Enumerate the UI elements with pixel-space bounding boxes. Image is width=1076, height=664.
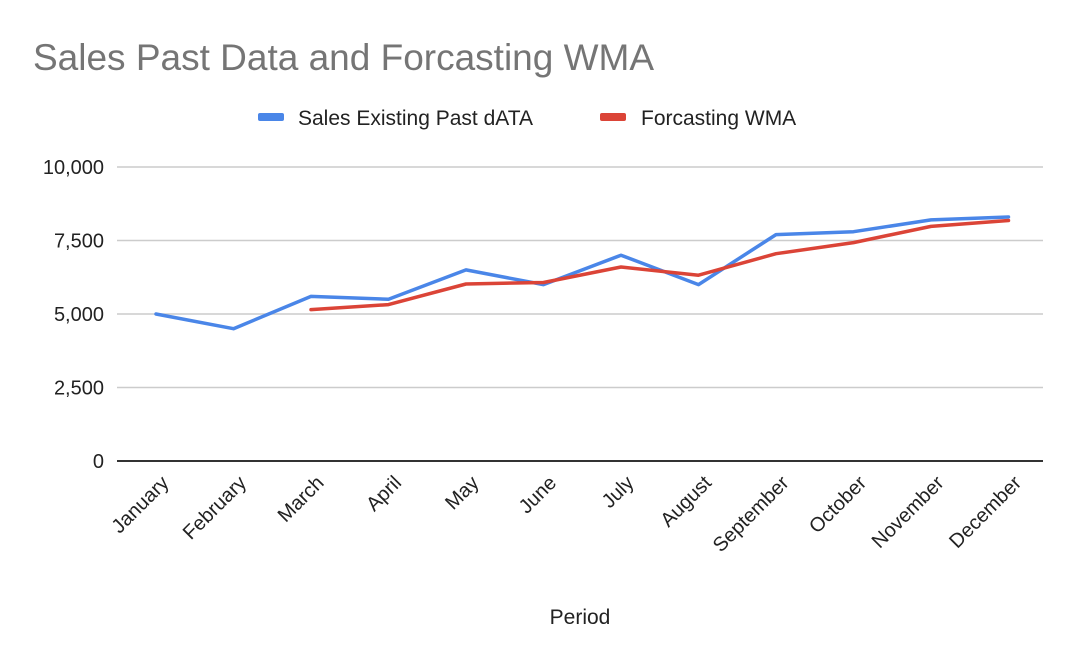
series-lines [154, 215, 1011, 331]
y-tick-label: 0 [93, 451, 104, 473]
legend-label-sales: Sales Existing Past dATA [298, 107, 533, 130]
legend-swatch-sales [258, 113, 284, 121]
y-axis-ticks: 0 2,500 5,000 7,500 10,000 [43, 157, 104, 473]
y-tick-label: 10,000 [43, 157, 104, 179]
x-tick-label: October [805, 472, 871, 538]
x-tick-label: February [179, 472, 251, 544]
series-line-forecast [309, 218, 1011, 312]
legend: Sales Existing Past dATA Forcasting WMA [258, 107, 796, 130]
chart-title: Sales Past Data and Forcasting WMA [33, 37, 654, 78]
x-tick-label: January [108, 472, 174, 538]
x-tick-label: June [515, 472, 561, 518]
x-tick-label: September [709, 472, 794, 557]
x-tick-label: May [441, 472, 483, 514]
x-tick-label: March [274, 472, 329, 527]
legend-label-forecast: Forcasting WMA [641, 107, 796, 130]
x-tick-label: April [362, 472, 406, 516]
x-tick-label: November [868, 472, 949, 553]
x-tick-label: July [598, 472, 639, 513]
y-tick-label: 2,500 [54, 378, 104, 400]
y-tick-label: 7,500 [54, 231, 104, 253]
x-tick-label: December [945, 472, 1026, 553]
legend-swatch-forecast [600, 113, 626, 121]
gridlines [117, 166, 1043, 462]
x-tick-label: August [656, 472, 716, 532]
y-tick-label: 5,000 [54, 304, 104, 326]
series-line-sales [154, 215, 1011, 331]
x-axis-title: Period [550, 606, 611, 629]
x-axis-ticks: January February March April May June July Augu… [108, 472, 1027, 557]
